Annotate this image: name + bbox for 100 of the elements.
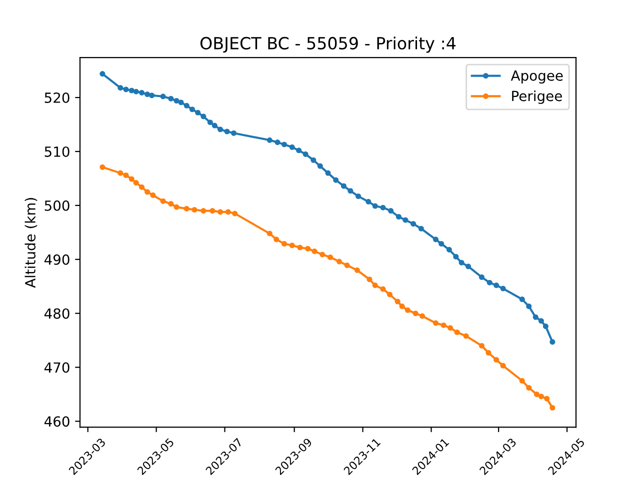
- point: [404, 307, 410, 313]
- point: [550, 339, 556, 345]
- point: [412, 310, 418, 316]
- point: [380, 286, 386, 292]
- point: [118, 170, 124, 176]
- point: [325, 170, 331, 176]
- point: [118, 85, 124, 91]
- point: [418, 226, 424, 232]
- point: [224, 128, 230, 134]
- point: [225, 209, 231, 215]
- point: [128, 88, 134, 94]
- legend-label: Apogee: [510, 70, 563, 84]
- point: [192, 206, 198, 213]
- point: [534, 392, 540, 398]
- point: [200, 208, 206, 214]
- point: [419, 313, 426, 319]
- point: [446, 246, 452, 252]
- point: [266, 137, 272, 143]
- point: [289, 242, 295, 248]
- y-tick-label: 460: [44, 416, 70, 427]
- point: [494, 356, 500, 363]
- point: [544, 396, 550, 402]
- point: [500, 362, 506, 368]
- point: [399, 304, 405, 310]
- point: [266, 230, 272, 236]
- point: [348, 188, 354, 194]
- point: [302, 151, 308, 157]
- point: [123, 86, 129, 92]
- point: [320, 252, 326, 258]
- point: [532, 314, 538, 320]
- point: [519, 296, 525, 302]
- point: [312, 248, 318, 254]
- y-tick-label: 480: [44, 308, 70, 319]
- point: [230, 130, 237, 136]
- point: [448, 325, 454, 331]
- point: [386, 292, 392, 298]
- point: [478, 274, 485, 280]
- point: [354, 267, 360, 273]
- point: [538, 318, 544, 324]
- point: [526, 385, 532, 391]
- point: [465, 264, 472, 270]
- point: [356, 193, 362, 200]
- point: [526, 304, 532, 310]
- point: [542, 324, 548, 330]
- point: [160, 198, 166, 204]
- point: [184, 102, 190, 108]
- point: [388, 208, 394, 214]
- point: [174, 98, 180, 104]
- point: [340, 183, 346, 189]
- point: [305, 246, 311, 252]
- point: [458, 260, 464, 266]
- point: [212, 122, 218, 128]
- point: [168, 96, 174, 102]
- point: [138, 90, 144, 96]
- point: [123, 172, 129, 178]
- point: [394, 298, 400, 304]
- point: [289, 144, 295, 150]
- point: [274, 236, 280, 242]
- point: [432, 236, 439, 242]
- point: [366, 198, 372, 204]
- point: [189, 106, 195, 112]
- legend-label: Perigee: [512, 90, 562, 104]
- point: [372, 282, 378, 288]
- point: [100, 164, 106, 170]
- point: [438, 240, 444, 247]
- point: [486, 350, 492, 356]
- point: [160, 94, 166, 100]
- point: [297, 244, 303, 250]
- y-tick-label: 470: [44, 362, 70, 373]
- point: [344, 262, 350, 268]
- point: [453, 254, 459, 260]
- y-tick-label: 520: [44, 92, 70, 103]
- point: [210, 208, 216, 214]
- point: [410, 221, 416, 227]
- point: [494, 282, 500, 288]
- point: [168, 201, 174, 207]
- point: [217, 126, 224, 132]
- point: [207, 120, 213, 126]
- point: [174, 204, 180, 210]
- point: [310, 157, 316, 163]
- point: [217, 209, 224, 215]
- point: [550, 405, 556, 411]
- point: [317, 163, 323, 169]
- point: [333, 177, 339, 183]
- point: [150, 192, 156, 198]
- point: [463, 333, 469, 339]
- point: [366, 276, 372, 282]
- point: [133, 88, 139, 94]
- point: [232, 210, 238, 216]
- y-tick-label: 490: [44, 254, 70, 265]
- point: [372, 203, 378, 209]
- point: [519, 378, 525, 384]
- point: [454, 329, 460, 336]
- point: [478, 342, 485, 349]
- point: [133, 180, 139, 186]
- point: [432, 320, 439, 326]
- y-tick-label: 500: [44, 200, 70, 211]
- point: [296, 148, 302, 154]
- point: [184, 206, 190, 212]
- point: [486, 280, 492, 286]
